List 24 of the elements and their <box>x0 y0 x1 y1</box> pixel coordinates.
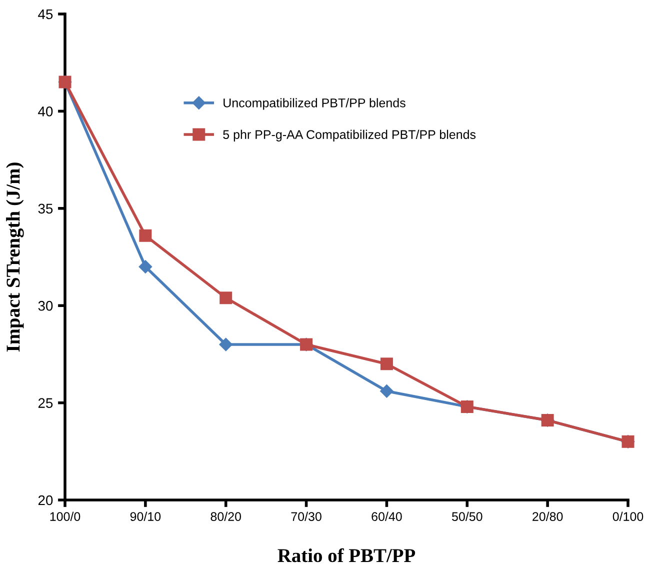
x-tick-label: 60/40 <box>372 512 402 521</box>
x-tick-label: 0/100 <box>612 512 644 521</box>
y-tick-label: 30 <box>38 300 53 311</box>
x-tick-label: 70/30 <box>291 512 322 521</box>
point <box>219 338 232 352</box>
x-tick-label: 20/80 <box>532 512 563 521</box>
legend-label: Uncompatibilized PBT/PP blends <box>224 98 406 110</box>
x-tick-label: 90/10 <box>130 512 161 521</box>
y-tick-label: 40 <box>38 106 53 116</box>
point <box>138 260 152 274</box>
x-tick-label: 80/20 <box>210 512 242 521</box>
legend-label: 5 phr PP-g-AA Compatibilized PBT/PP blends <box>223 130 476 142</box>
point <box>380 358 393 370</box>
y-tick-label: 35 <box>38 204 53 214</box>
x-tick-label: 50/50 <box>452 512 482 521</box>
x-tick-label: 100/0 <box>50 512 80 521</box>
y-tick-label: 45 <box>38 9 53 20</box>
y-tick-label: 25 <box>38 398 53 408</box>
x-axis-title: Ratio of PBT/PP <box>278 548 416 562</box>
point <box>139 229 152 242</box>
point <box>220 292 232 304</box>
y-tick-label: 20 <box>38 495 53 506</box>
point <box>380 384 394 398</box>
y-axis-title: Impact STrength (J/m) <box>6 162 24 352</box>
